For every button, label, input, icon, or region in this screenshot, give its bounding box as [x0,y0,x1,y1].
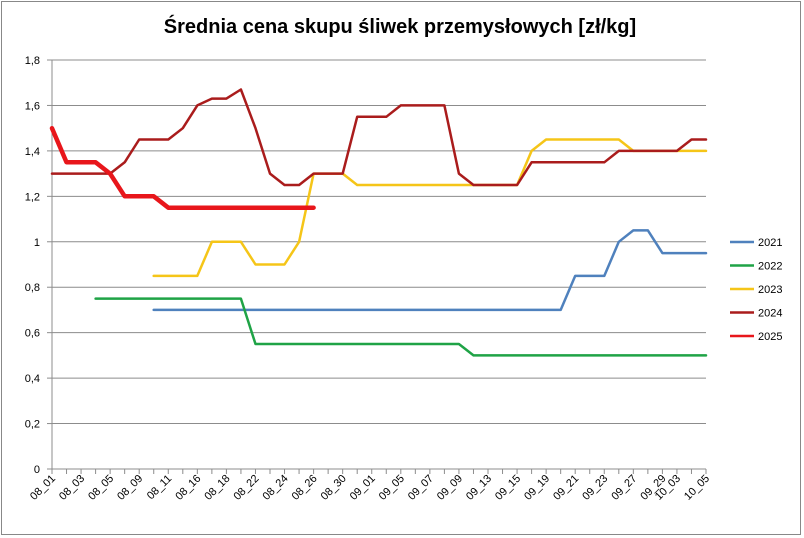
y-tick-label: 0,6 [25,328,40,340]
x-tick-label: 09_07 [406,473,436,503]
y-tick-label: 0,4 [25,373,40,385]
series-line-2025 [49,125,316,210]
series-lines [49,88,708,357]
x-tick-label: 09_21 [551,473,581,503]
x-tick-label: 08_16 [173,473,203,503]
x-tick-label: 08_30 [319,473,349,503]
x-tick-label: 09_09 [435,473,465,503]
x-tick-label: 09_23 [580,473,610,503]
x-tick-label: 09_05 [377,473,407,503]
y-tick-label: 1,2 [25,191,40,203]
legend-label-2021: 2021 [758,237,782,249]
x-tick-label: 09_01 [348,473,378,503]
y-tick-labels: 0 0,2 0,4 0,6 0,8 1 1,2 1,4 1,6 1,8 [25,55,40,476]
x-tick-label: 10_05 [682,473,712,503]
y-tick-label: 0,2 [25,419,40,431]
series-line-2022 [94,297,708,357]
y-tick-label: 1,4 [25,146,40,158]
x-tick-label: 09_19 [522,473,552,503]
y-tick-label: 0,8 [25,282,40,294]
x-tick-label: 08_03 [57,473,87,503]
x-tick-label: 08_26 [290,473,320,503]
y-tick-label: 1,8 [25,55,40,67]
y-tick-label: 1 [34,237,40,249]
x-tick-label: 08_18 [202,473,232,503]
y-tick-label: 1,6 [25,100,40,112]
x-tick-label: 08_09 [115,473,145,503]
x-tick-label: 08_11 [145,473,175,503]
x-tick-label: 08_05 [86,473,116,503]
chart-title: Średnia cena skupu śliwek przemysłowych … [163,16,637,38]
x-tick-label: 09_27 [609,473,639,503]
grid-lines [52,59,706,425]
y-tick-label: 0 [34,464,40,476]
legend-label-2022: 2022 [758,261,782,273]
x-tick-label: 09_13 [464,473,494,503]
legend-label-2023: 2023 [758,284,782,296]
x-tick-label: 08_22 [231,473,261,503]
series-line-2023 [152,138,708,278]
legend-label-2024: 2024 [758,308,782,320]
x-tick-label: 08_01 [28,473,58,503]
legend-label-2025: 2025 [758,331,782,343]
legend: 2021 2022 2023 2024 2025 [730,237,782,343]
series-line-2024 [50,88,708,187]
x-tick-label: 08_24 [261,473,291,503]
x-tick-label: 09_15 [493,473,523,503]
